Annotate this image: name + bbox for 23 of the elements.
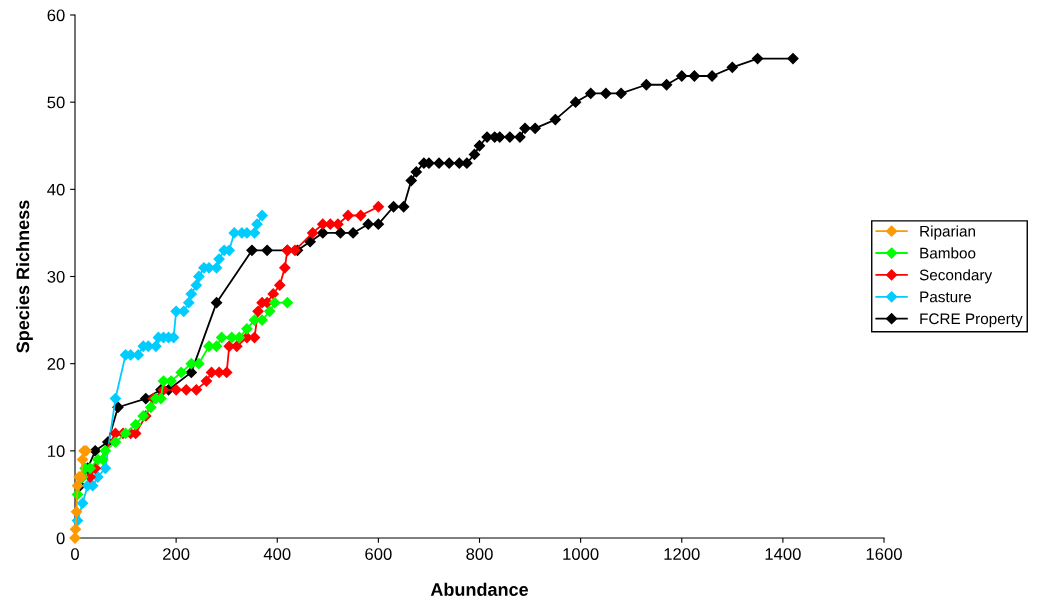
x-tick-label: 600 <box>365 548 392 560</box>
y-tick-label: 40 <box>47 183 65 196</box>
y-tick-label: 0 <box>56 532 65 545</box>
x-tick-label: 1000 <box>563 548 599 560</box>
legend-label: Riparian <box>920 225 975 240</box>
y-tick-label: 10 <box>48 445 65 458</box>
x-tick-label: 1600 <box>866 548 902 560</box>
x-tick-label: 200 <box>163 548 190 560</box>
y-tick-label: 60 <box>47 9 65 22</box>
x-tick-label: 800 <box>466 548 493 560</box>
legend-label: Bamboo <box>920 247 976 259</box>
x-tick-label: 400 <box>263 548 291 560</box>
y-tick-label: 30 <box>47 270 65 283</box>
x-tick-label: 1400 <box>765 548 801 560</box>
y-tick-label: 20 <box>47 358 65 370</box>
x-tick-label: 0 <box>71 548 79 560</box>
legend-label: FCRE Property <box>920 313 1023 328</box>
legend-label: Secondary <box>919 269 993 284</box>
x-axis-title: Abundance <box>430 582 529 596</box>
y-tick-label: 50 <box>47 96 65 109</box>
x-tick-label: 1200 <box>664 548 700 560</box>
legend-label: Pasture <box>920 291 972 303</box>
y-axis-title: Species Richness <box>16 200 33 353</box>
